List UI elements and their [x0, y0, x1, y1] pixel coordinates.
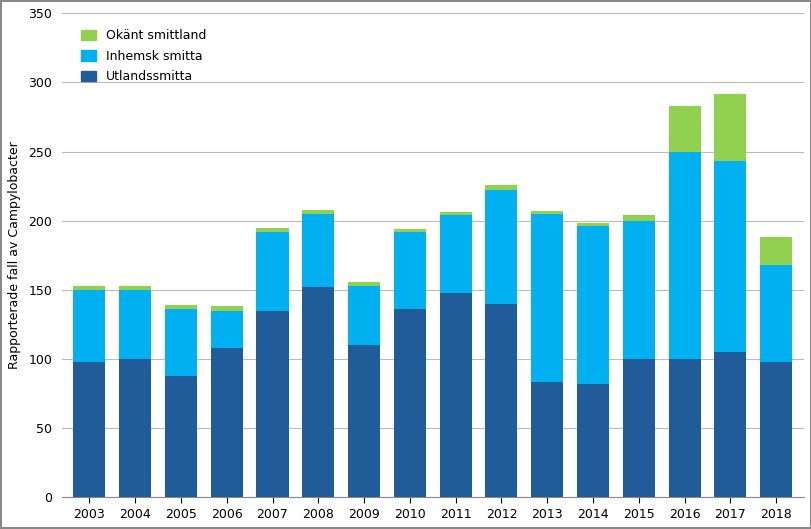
Bar [622, 359, 654, 497]
Bar [577, 223, 608, 226]
Bar [348, 281, 380, 286]
Bar [210, 306, 242, 311]
Bar [439, 293, 471, 497]
Bar [73, 362, 105, 497]
Bar [119, 286, 151, 290]
Bar [439, 213, 471, 215]
Bar [530, 214, 563, 382]
Bar [759, 362, 792, 497]
Y-axis label: Rapporterade fall av Campylobacter: Rapporterade fall av Campylobacter [8, 141, 21, 369]
Bar [622, 215, 654, 221]
Bar [165, 305, 197, 309]
Bar [393, 309, 426, 497]
Bar [119, 290, 151, 359]
Bar [714, 161, 745, 352]
Bar [622, 221, 654, 359]
Bar [485, 304, 517, 497]
Bar [485, 190, 517, 304]
Bar [714, 352, 745, 497]
Bar [210, 311, 242, 348]
Bar [759, 265, 792, 362]
Bar [165, 376, 197, 497]
Bar [302, 287, 334, 497]
Bar [302, 214, 334, 287]
Bar [439, 215, 471, 293]
Bar [667, 152, 700, 359]
Bar [119, 359, 151, 497]
Bar [759, 238, 792, 265]
Bar [256, 311, 288, 497]
Bar [667, 106, 700, 152]
Bar [577, 226, 608, 384]
Bar [210, 348, 242, 497]
Bar [348, 286, 380, 345]
Bar [393, 232, 426, 309]
Bar [348, 345, 380, 497]
Bar [73, 290, 105, 362]
Bar [530, 211, 563, 214]
Bar [302, 209, 334, 214]
Bar [165, 309, 197, 376]
Bar [256, 227, 288, 232]
Bar [577, 384, 608, 497]
Bar [393, 229, 426, 232]
Bar [714, 94, 745, 161]
Bar [256, 232, 288, 311]
Bar [530, 382, 563, 497]
Bar [485, 185, 517, 190]
Legend: Okänt smittland, Inhemsk smitta, Utlandssmitta: Okänt smittland, Inhemsk smitta, Utlands… [75, 24, 211, 88]
Bar [73, 286, 105, 290]
Bar [667, 359, 700, 497]
